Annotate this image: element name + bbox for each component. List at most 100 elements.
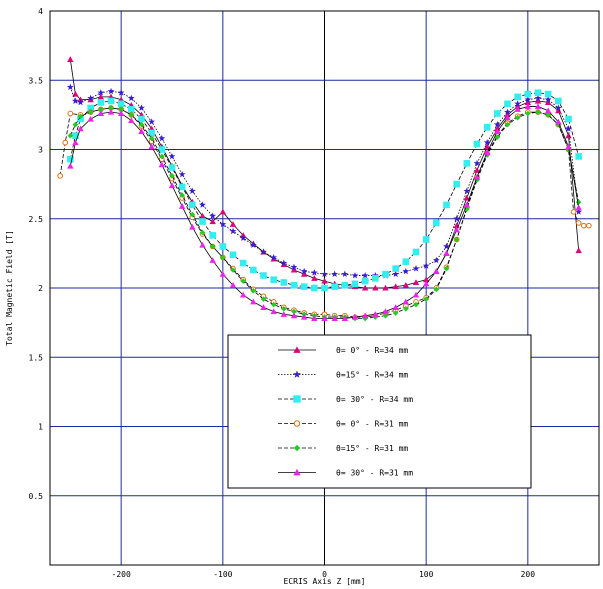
data-point (219, 243, 227, 250)
data-point (473, 159, 481, 167)
data-point (585, 222, 592, 229)
data-point (107, 97, 115, 105)
data-point (107, 108, 115, 115)
plot-frame (49, 10, 600, 566)
data-point (504, 121, 511, 128)
data-point (159, 153, 165, 160)
data-point (107, 87, 115, 95)
series-3 (67, 89, 582, 292)
data-point (230, 267, 236, 273)
data-point (392, 283, 399, 290)
x-tick-label: -100 (213, 570, 232, 579)
x-tick-label: 0 (322, 570, 327, 579)
data-point (311, 315, 318, 322)
data-point (524, 96, 532, 103)
series-line (69, 107, 580, 319)
data-point (290, 281, 298, 289)
data-point (361, 277, 369, 285)
data-point (300, 313, 308, 320)
data-point (178, 203, 186, 209)
data-point (290, 263, 298, 271)
data-point (534, 89, 542, 97)
data-point (565, 146, 572, 153)
y-axis-label: Total Magnetic Field [T] (5, 230, 14, 346)
data-point (382, 312, 389, 319)
data-point (504, 108, 511, 116)
data-point (412, 279, 420, 286)
data-point (169, 173, 175, 179)
series-2 (66, 83, 583, 279)
data-point (321, 277, 328, 284)
data-point (138, 128, 145, 135)
data-point (148, 135, 155, 142)
data-point (473, 140, 481, 148)
data-point (514, 100, 522, 107)
data-point (97, 93, 105, 100)
data-point (127, 94, 135, 102)
series-layer (57, 56, 592, 322)
data-point (433, 286, 440, 293)
data-point (300, 267, 308, 275)
data-point (575, 204, 582, 211)
data-point (209, 243, 216, 250)
data-point (290, 266, 298, 273)
data-point (270, 276, 277, 283)
legend-label: θ= 0° - R=34 mm (336, 346, 408, 355)
data-point (412, 291, 420, 298)
data-point (473, 167, 481, 173)
data-point (77, 113, 84, 120)
data-point (544, 90, 552, 98)
data-point (433, 268, 440, 274)
data-point (554, 104, 562, 111)
data-point (341, 270, 349, 278)
data-point (270, 308, 277, 315)
data-point (514, 93, 521, 101)
data-point (565, 143, 572, 150)
y-tick-label: 4 (38, 7, 43, 16)
data-point (524, 99, 532, 105)
data-point (117, 100, 125, 108)
data-point (494, 110, 501, 117)
data-point (189, 201, 196, 209)
y-tick-label: 1 (38, 423, 43, 432)
data-point (493, 120, 501, 128)
data-point (402, 298, 410, 305)
data-point (260, 248, 267, 255)
data-point (67, 162, 74, 169)
data-point (443, 265, 450, 272)
data-point (331, 270, 339, 278)
x-axis-label: ECRIS Axis Z [mm] (284, 577, 366, 586)
data-point (413, 301, 419, 308)
y-tick-label: 2 (38, 284, 43, 293)
data-point (453, 180, 460, 188)
data-point (300, 283, 308, 290)
data-point (249, 241, 257, 248)
series-6 (67, 103, 582, 322)
data-point (209, 218, 216, 225)
data-point (321, 315, 328, 322)
data-point (158, 146, 166, 153)
data-point (260, 296, 267, 302)
data-point (158, 134, 166, 142)
data-point (67, 155, 74, 163)
data-point (544, 107, 552, 114)
data-point (483, 143, 491, 150)
y-tick-label: 3 (38, 146, 43, 155)
data-point (534, 97, 542, 104)
data-point (463, 194, 471, 201)
data-point (351, 271, 359, 279)
data-point (392, 265, 399, 272)
legend-entry: θ= 0° - R=34 mm (278, 346, 408, 355)
data-point (188, 187, 196, 194)
data-point (209, 232, 216, 239)
legend-entry: θ= 30° - R=34 mm (278, 395, 413, 404)
data-point (565, 125, 572, 132)
y-tick-label: 0.5 (29, 492, 44, 501)
data-point (575, 220, 582, 226)
y-tick-label: 3.5 (29, 76, 44, 85)
y-tick-label: 1.5 (29, 353, 44, 362)
x-tick-label: 100 (419, 570, 434, 579)
legend-label: θ=15° - R=34 mm (336, 371, 408, 380)
data-point (87, 109, 94, 115)
data-point (199, 241, 206, 248)
